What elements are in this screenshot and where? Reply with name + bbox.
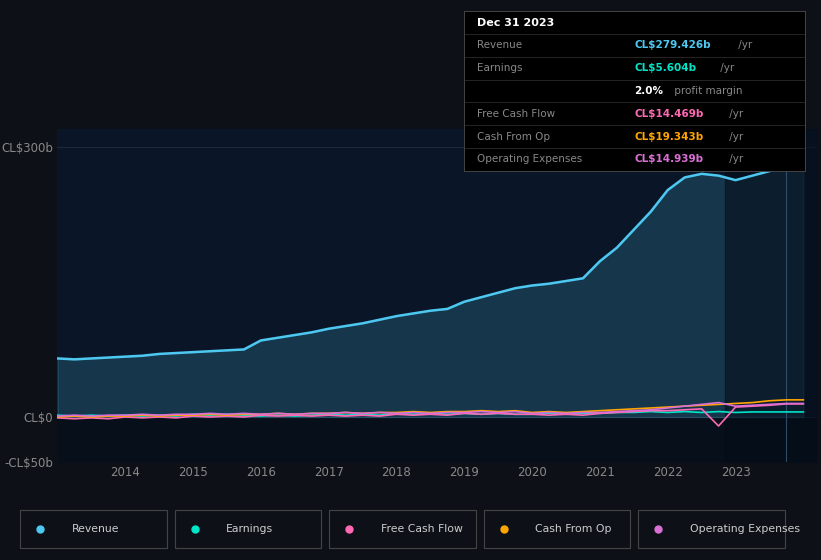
Text: CL$14.939b: CL$14.939b	[635, 155, 704, 165]
Text: Cash From Op: Cash From Op	[478, 132, 551, 142]
Text: CL$19.343b: CL$19.343b	[635, 132, 704, 142]
Text: 2.0%: 2.0%	[635, 86, 663, 96]
Bar	[726, 129, 817, 462]
Text: Free Cash Flow: Free Cash Flow	[478, 109, 556, 119]
Text: Revenue: Revenue	[71, 524, 119, 534]
Text: CL$5.604b: CL$5.604b	[635, 63, 696, 73]
Text: CL$14.469b: CL$14.469b	[635, 109, 704, 119]
Text: Earnings: Earnings	[226, 524, 273, 534]
Text: Free Cash Flow: Free Cash Flow	[381, 524, 462, 534]
Text: /yr: /yr	[727, 155, 744, 165]
Text: Revenue: Revenue	[478, 40, 523, 50]
Text: /yr: /yr	[717, 63, 734, 73]
Text: CL$279.426b: CL$279.426b	[635, 40, 711, 50]
Text: Earnings: Earnings	[478, 63, 523, 73]
Text: Operating Expenses: Operating Expenses	[478, 155, 583, 165]
Text: /yr: /yr	[727, 132, 744, 142]
Text: /yr: /yr	[736, 40, 753, 50]
Text: Operating Expenses: Operating Expenses	[690, 524, 800, 534]
Text: profit margin: profit margin	[671, 86, 742, 96]
Text: /yr: /yr	[727, 109, 744, 119]
Text: Cash From Op: Cash From Op	[535, 524, 612, 534]
Text: Dec 31 2023: Dec 31 2023	[478, 17, 555, 27]
